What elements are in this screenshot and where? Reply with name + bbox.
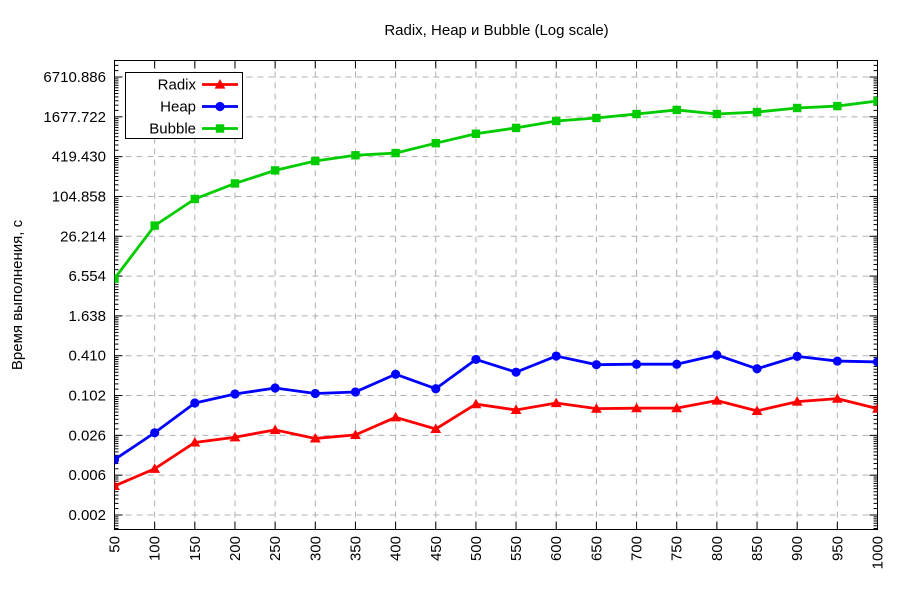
svg-text:Heap: Heap xyxy=(160,99,196,116)
svg-text:6710.886: 6710.886 xyxy=(43,69,106,86)
svg-text:500: 500 xyxy=(468,536,485,561)
series-heap xyxy=(114,350,878,465)
svg-text:Время выполнения, с: Время выполнения, с xyxy=(9,219,26,370)
svg-text:1677.722: 1677.722 xyxy=(43,109,106,126)
svg-text:0.002: 0.002 xyxy=(68,507,106,524)
plot-border-and-ticks xyxy=(114,60,878,530)
svg-text:26.214: 26.214 xyxy=(60,228,106,245)
svg-text:1000: 1000 xyxy=(870,536,887,569)
svg-text:104.858: 104.858 xyxy=(52,188,106,205)
svg-text:419.430: 419.430 xyxy=(52,149,106,166)
svg-text:350: 350 xyxy=(347,536,364,561)
svg-text:850: 850 xyxy=(749,536,766,561)
y-axis-tick-labels: 6710.886 1677.722 419.430 104.858 26.214 6.55… xyxy=(43,69,106,524)
legend-entry-heap: Heap xyxy=(160,99,238,116)
svg-text:6.554: 6.554 xyxy=(68,268,106,285)
y-axis-title: Время выполнения, с xyxy=(9,219,26,370)
svg-text:450: 450 xyxy=(428,536,445,561)
svg-text:300: 300 xyxy=(307,536,324,561)
svg-text:800: 800 xyxy=(709,536,726,561)
svg-text:100: 100 xyxy=(147,536,164,561)
chart-title: Radix, Heap и Bubble (Log scale) xyxy=(384,22,609,39)
svg-text:700: 700 xyxy=(629,536,646,561)
svg-text:150: 150 xyxy=(187,536,204,561)
legend-entry-radix: Radix xyxy=(158,77,238,94)
svg-text:600: 600 xyxy=(548,536,565,561)
svg-text:0.006: 0.006 xyxy=(68,467,106,484)
series-bubble xyxy=(114,96,878,283)
svg-text:0.102: 0.102 xyxy=(68,388,106,405)
grid xyxy=(114,60,878,530)
series-radix xyxy=(114,393,878,491)
x-axis-tick-labels: 50 100 150 200 250 300 350 400 450 500 550 600 650 70… xyxy=(107,536,887,569)
legend-entry-bubble: Bubble xyxy=(149,121,238,138)
svg-text:Bubble: Bubble xyxy=(149,121,196,138)
svg-text:400: 400 xyxy=(388,536,405,561)
svg-text:200: 200 xyxy=(227,536,244,561)
svg-text:550: 550 xyxy=(508,536,525,561)
svg-text:50: 50 xyxy=(107,536,124,553)
svg-text:0.410: 0.410 xyxy=(68,348,106,365)
svg-text:0.026: 0.026 xyxy=(68,427,106,444)
svg-text:950: 950 xyxy=(829,536,846,561)
svg-text:Radix: Radix xyxy=(158,77,197,94)
svg-text:250: 250 xyxy=(267,536,284,561)
svg-text:650: 650 xyxy=(588,536,605,561)
svg-text:750: 750 xyxy=(669,536,686,561)
legend: Radix Heap Bubble xyxy=(125,72,243,139)
svg-text:900: 900 xyxy=(789,536,806,561)
svg-text:1.638: 1.638 xyxy=(68,308,106,325)
